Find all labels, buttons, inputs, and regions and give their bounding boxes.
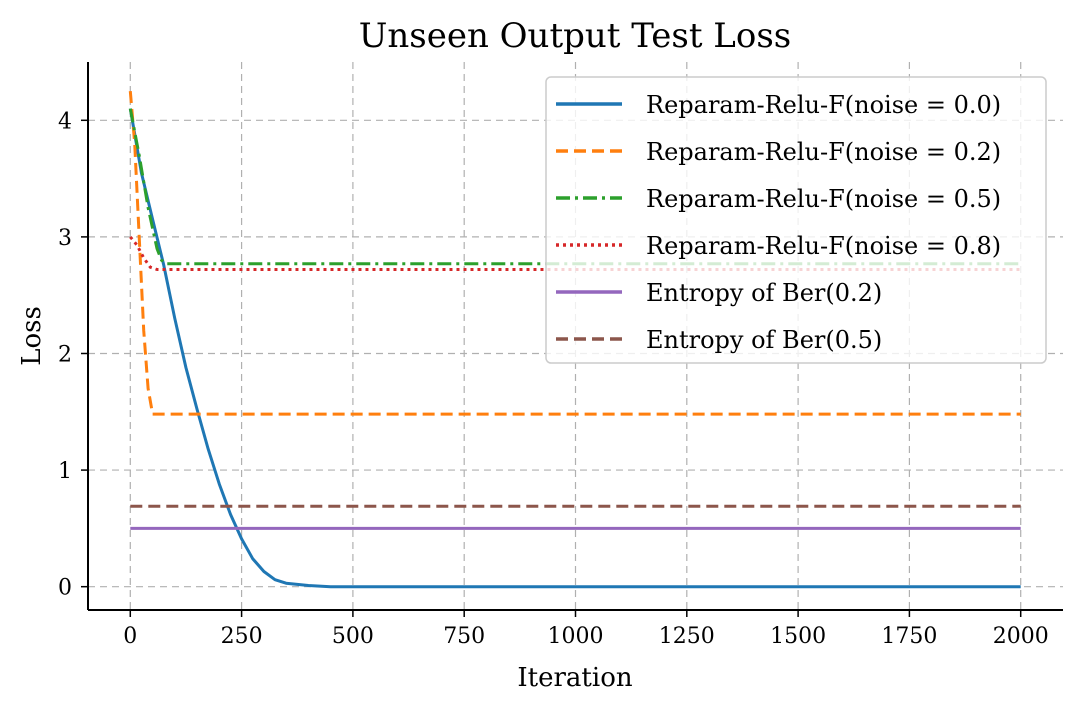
legend-label: Reparam-Relu-F(noise = 0.5) — [646, 185, 1001, 213]
x-tick-label: 250 — [221, 624, 263, 649]
y-tick-label: 1 — [58, 459, 72, 484]
x-tick-label: 1500 — [770, 624, 826, 649]
legend-frame — [545, 76, 1047, 364]
x-tick-label: 0 — [123, 624, 137, 649]
series-line-1 — [128, 108, 1021, 589]
x-tick-label: 1250 — [659, 624, 715, 649]
x-tick-label: 500 — [332, 624, 374, 649]
chart-title: Unseen Output Test Loss — [359, 16, 792, 56]
legend-label: Entropy of Ber(0.2) — [646, 279, 882, 307]
y-tick-label: 0 — [58, 576, 72, 601]
legend-label: Reparam-Relu-F(noise = 0.8) — [646, 232, 1001, 260]
series-line-2 — [128, 90, 1021, 416]
x-tick-label: 1000 — [548, 624, 604, 649]
legend-label: Reparam-Relu-F(noise = 0.2) — [646, 138, 1001, 166]
y-tick-label: 2 — [58, 342, 72, 367]
tick-labels: 0 250 500 750 1000 1250 1500 1750 2000 0 1 2 3 4 — [58, 109, 1049, 649]
x-tick-label: 2000 — [993, 624, 1049, 649]
y-tick-label: 3 — [58, 226, 72, 251]
y-tick-label: 4 — [58, 109, 72, 134]
x-tick-label: 1750 — [881, 624, 937, 649]
x-axis-label: Iteration — [517, 663, 632, 693]
legend-label: Entropy of Ber(0.5) — [646, 326, 882, 354]
legend: Reparam-Relu-F(noise = 0.0) Reparam-Relu-… — [545, 76, 1047, 364]
grid — [88, 62, 1063, 610]
legend-label: Reparam-Relu-F(noise = 0.0) — [646, 91, 1001, 119]
y-axis-label: Loss — [17, 306, 47, 366]
x-tick-label: 750 — [443, 624, 485, 649]
